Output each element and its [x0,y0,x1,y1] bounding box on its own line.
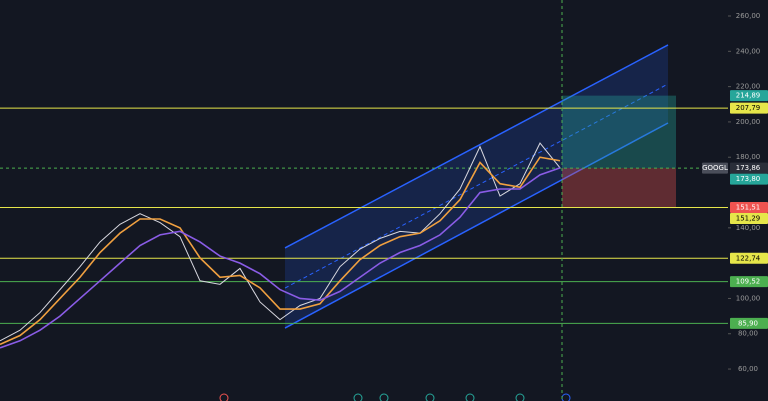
price-label-box [730,252,768,264]
loss-zone [562,168,676,208]
channel-fill [285,44,668,329]
price-label-box [730,173,768,185]
event-icon[interactable] [379,393,389,401]
y-tick-label: 240,00 [736,47,761,55]
y-tick-label: 100,00 [736,294,761,302]
current-price-label: 173,86 [736,164,761,172]
y-tick-label: 80,00 [738,330,758,338]
price-label-box [730,317,768,329]
price-label: 173,80 [736,175,761,183]
price-line [0,142,561,342]
profit-zone [562,95,676,169]
price-label: 109,52 [736,278,761,286]
event-icon[interactable] [465,393,475,401]
price-label: 85,90 [738,319,758,327]
channel-mid [284,83,669,289]
moving-average [0,167,561,349]
moving-average [0,156,561,346]
y-tick-label: 260,00 [736,12,761,20]
y-tick-label: 60,00 [738,365,758,373]
y-tick-label: 220,00 [736,83,761,91]
channel-lower [284,122,669,329]
price-label-box [730,213,768,225]
price-label: 122,74 [736,254,761,262]
price-label: 214,89 [736,92,761,100]
current-price-box [730,162,768,174]
price-label-box [730,202,768,214]
toolbar-icons [219,393,571,401]
symbol-tag-box [702,162,728,174]
price-label-box [730,90,768,102]
y-tick-label: 180,00 [736,153,761,161]
event-icon[interactable] [353,393,363,401]
price-label-box [730,102,768,114]
event-icon[interactable] [219,393,229,401]
price-label: 151,29 [736,215,761,223]
y-tick-label: 200,00 [736,118,761,126]
event-icon[interactable] [515,393,525,401]
channel-upper [284,44,669,249]
y-tick-label: 140,00 [736,224,761,232]
event-icon[interactable] [425,393,435,401]
price-label: 151,51 [736,204,761,212]
price-label: 207,79 [736,104,761,112]
symbol-tag: GOOGL [702,164,728,172]
price-label-box [730,276,768,288]
